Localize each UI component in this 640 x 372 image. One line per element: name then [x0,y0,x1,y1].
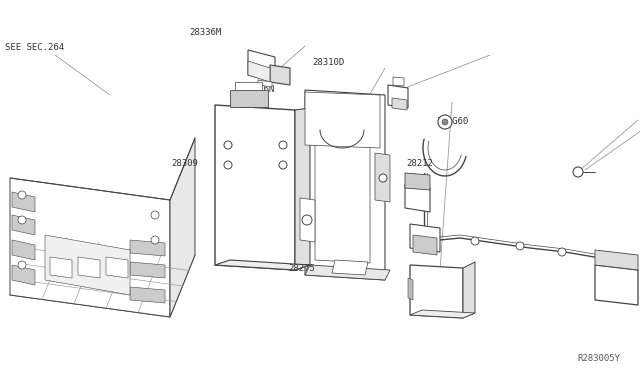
Polygon shape [12,240,35,260]
Polygon shape [405,173,430,190]
Polygon shape [10,233,195,317]
Polygon shape [388,85,408,108]
Circle shape [151,236,159,244]
Text: 28310D: 28310D [312,58,344,67]
Circle shape [438,115,452,129]
Polygon shape [392,98,407,110]
Polygon shape [235,82,262,90]
Circle shape [516,242,524,250]
Polygon shape [215,260,310,270]
Polygon shape [300,198,315,242]
Circle shape [279,161,287,169]
Polygon shape [410,224,440,252]
Text: 28336M: 28336M [189,28,221,37]
Polygon shape [258,80,272,87]
Text: SEE SEC.264: SEE SEC.264 [5,43,64,52]
Polygon shape [463,262,475,318]
Polygon shape [130,262,165,278]
Polygon shape [12,215,35,235]
Circle shape [18,191,26,199]
Polygon shape [393,77,404,86]
Polygon shape [106,257,128,278]
Polygon shape [375,153,390,202]
Polygon shape [50,257,72,278]
Polygon shape [230,90,268,107]
Text: 253G60: 253G60 [436,118,468,126]
Circle shape [224,141,232,149]
Circle shape [573,167,583,177]
Polygon shape [248,61,270,82]
Text: 28316N: 28316N [242,85,274,94]
Circle shape [471,237,479,245]
Circle shape [279,141,287,149]
Circle shape [442,119,448,125]
Polygon shape [305,92,380,148]
Polygon shape [410,265,463,318]
Circle shape [558,248,566,256]
Polygon shape [408,278,413,300]
Polygon shape [45,235,130,295]
Polygon shape [410,310,475,318]
Polygon shape [130,240,165,256]
Circle shape [302,215,312,225]
Polygon shape [295,108,310,270]
Polygon shape [332,260,368,275]
Polygon shape [413,235,437,255]
Circle shape [151,211,159,219]
Polygon shape [595,250,638,270]
Polygon shape [270,65,290,85]
Polygon shape [130,287,165,303]
Polygon shape [248,50,275,82]
Polygon shape [12,265,35,285]
Polygon shape [215,105,295,270]
Circle shape [224,161,232,169]
Polygon shape [315,142,370,263]
Circle shape [18,216,26,224]
Polygon shape [78,257,100,278]
Polygon shape [12,192,35,212]
Polygon shape [595,265,638,305]
Polygon shape [305,265,390,280]
Text: 28309: 28309 [172,159,198,168]
Polygon shape [170,138,195,317]
Text: R283005Y: R283005Y [578,354,621,363]
Polygon shape [10,178,170,317]
Circle shape [379,174,387,182]
Polygon shape [405,184,430,212]
Circle shape [18,261,26,269]
Text: 28212: 28212 [406,159,433,168]
Text: 28275: 28275 [288,264,315,273]
Polygon shape [305,90,385,280]
